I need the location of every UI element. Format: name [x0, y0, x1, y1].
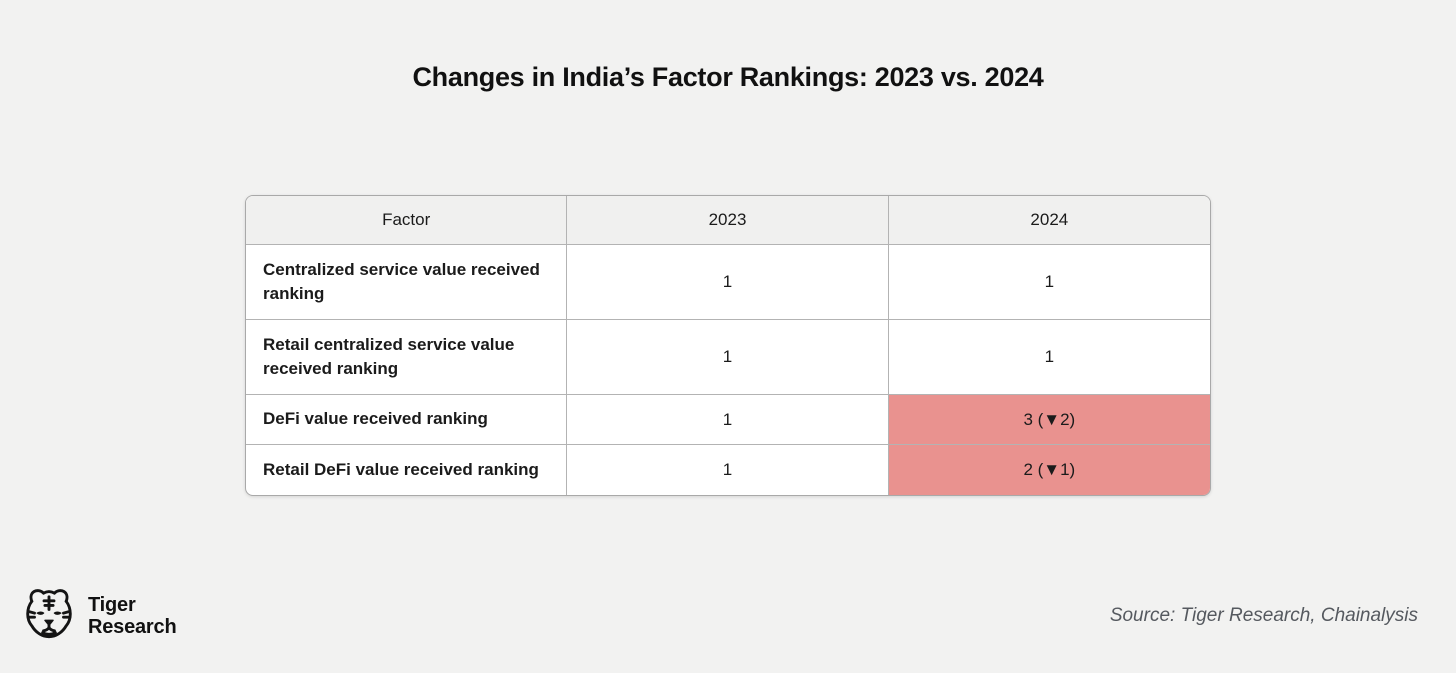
table-row: Centralized service value received ranki…	[246, 245, 1210, 320]
value-2024-highlighted: 2 (▼1)	[888, 445, 1210, 495]
logo-line1: Tiger	[88, 593, 136, 616]
factor-label: Centralized service value received ranki…	[246, 245, 568, 320]
logo-wordmark: Tiger Research	[88, 593, 177, 639]
tiger-face-icon	[20, 584, 78, 649]
value-2024-highlighted: 3 (▼2)	[888, 395, 1210, 445]
page-title: Changes in India’s Factor Rankings: 2023…	[412, 62, 1044, 92]
table-header-row: Factor 2023 2024	[246, 196, 1210, 245]
table-row: Retail centralized service value receive…	[246, 320, 1210, 395]
tiger-research-logo: Tiger Research	[20, 584, 177, 649]
factor-rankings-table: Factor 2023 2024 Centralized service val…	[245, 195, 1211, 496]
factor-label: Retail DeFi value received ranking	[246, 445, 568, 495]
source-note: Source: Tiger Research, Chainalysis	[1109, 605, 1418, 626]
value-2023: 1	[567, 445, 889, 495]
factor-label: Retail centralized service value receive…	[246, 320, 568, 395]
factor-label: DeFi value received ranking	[246, 395, 568, 445]
table-row: DeFi value received ranking 1 3 (▼2)	[246, 395, 1210, 445]
table-row: Retail DeFi value received ranking 1 2 (…	[246, 445, 1210, 495]
header-cell-factor: Factor	[246, 196, 568, 245]
value-2024: 1	[888, 245, 1210, 320]
header-cell-2024: 2024	[888, 196, 1210, 245]
header-cell-2023: 2023	[567, 196, 889, 245]
footer: Tiger Research Source: Tiger Research, C…	[20, 584, 1418, 648]
value-2023: 1	[567, 395, 889, 445]
value-2023: 1	[567, 245, 889, 320]
value-2024: 1	[888, 320, 1210, 395]
logo-line2: Research	[88, 616, 177, 638]
value-2023: 1	[567, 320, 889, 395]
